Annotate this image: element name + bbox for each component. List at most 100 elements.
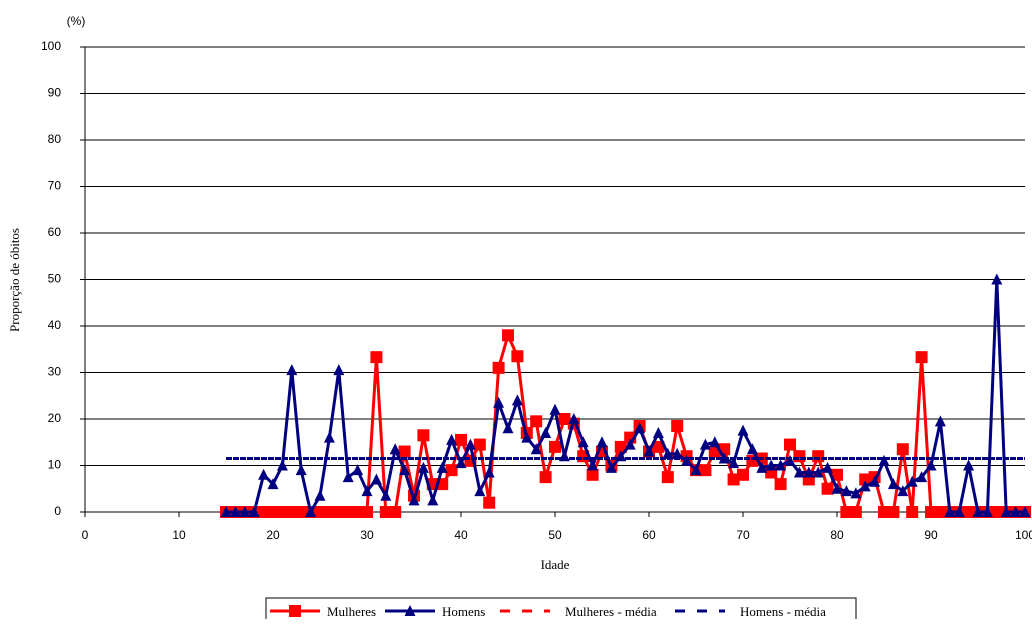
x-axis-title: Idade — [541, 557, 570, 572]
y-axis-title: Proporção de óbitos — [7, 228, 22, 332]
point — [558, 413, 571, 425]
point — [765, 459, 777, 471]
point — [361, 506, 373, 518]
point — [436, 461, 448, 473]
point — [540, 426, 552, 438]
point — [831, 468, 843, 481]
point — [483, 466, 495, 478]
point — [276, 459, 288, 471]
point — [352, 464, 364, 476]
point — [934, 415, 946, 427]
point — [342, 506, 355, 518]
point — [577, 436, 589, 448]
point — [333, 364, 345, 376]
point — [614, 440, 627, 453]
y-tick-label: 60 — [48, 225, 62, 239]
legend-label: Homens - média — [740, 604, 826, 619]
point — [681, 454, 693, 466]
point — [962, 506, 975, 518]
x-tick-label: 10 — [172, 528, 186, 542]
point — [963, 459, 975, 471]
point — [417, 461, 429, 473]
point — [728, 457, 740, 469]
point — [699, 464, 712, 477]
point — [596, 436, 608, 448]
point — [530, 443, 542, 455]
point — [925, 506, 937, 518]
point — [286, 364, 298, 376]
point — [887, 506, 900, 518]
legend-box — [265, 597, 857, 624]
point — [521, 431, 533, 443]
point — [878, 454, 890, 466]
legend-label: Mulheres — [327, 604, 376, 619]
x-tick-label: 20 — [266, 528, 280, 542]
point — [634, 422, 646, 434]
y-tick-label: 90 — [48, 86, 62, 100]
point — [511, 350, 524, 363]
x-tick-label: 0 — [82, 528, 89, 542]
point — [605, 461, 617, 473]
point — [821, 482, 834, 495]
point — [737, 468, 749, 481]
x-tick-label: 60 — [642, 528, 656, 542]
point — [661, 471, 674, 484]
point — [342, 471, 354, 483]
x-tick-label: 90 — [924, 528, 938, 542]
x-tick-label: 30 — [360, 528, 374, 542]
point — [671, 419, 684, 432]
point — [897, 485, 909, 497]
point — [793, 466, 805, 478]
point — [549, 403, 561, 415]
point — [530, 415, 543, 428]
point — [455, 433, 467, 446]
point — [587, 459, 599, 471]
point — [408, 494, 420, 506]
point — [850, 487, 862, 499]
point — [258, 468, 270, 480]
legend-label: Homens — [442, 604, 485, 619]
point — [849, 506, 862, 518]
legend-marker — [289, 605, 301, 617]
y-tick-label: 20 — [48, 411, 62, 425]
point — [323, 431, 335, 443]
point — [502, 329, 514, 342]
point — [492, 361, 505, 374]
point — [915, 351, 928, 364]
point — [746, 443, 758, 455]
point — [803, 466, 815, 478]
point — [464, 438, 476, 450]
point — [370, 351, 383, 364]
point — [652, 426, 664, 438]
point — [295, 506, 308, 518]
point — [380, 489, 392, 501]
point — [417, 429, 430, 442]
point — [1000, 506, 1012, 517]
point — [285, 506, 298, 518]
y-tick-label: 100 — [41, 39, 61, 53]
point — [332, 506, 345, 518]
y-tick-label: 80 — [48, 132, 62, 146]
legend-label: Mulheres - média — [565, 604, 657, 619]
point — [267, 506, 279, 518]
point — [276, 506, 289, 518]
point — [1010, 506, 1022, 517]
point — [379, 506, 392, 518]
point — [323, 506, 336, 518]
point — [756, 461, 768, 473]
point — [916, 471, 928, 483]
point — [793, 450, 806, 463]
point — [511, 394, 523, 406]
point — [896, 443, 909, 456]
x-tick-label: 100 — [1015, 528, 1032, 542]
point — [399, 464, 411, 476]
point — [662, 447, 674, 459]
point — [502, 422, 514, 434]
x-tick-label: 80 — [830, 528, 844, 542]
point — [229, 506, 241, 517]
point — [934, 506, 947, 518]
point — [953, 506, 965, 517]
x-tick-label: 70 — [736, 528, 750, 542]
point — [474, 485, 486, 497]
